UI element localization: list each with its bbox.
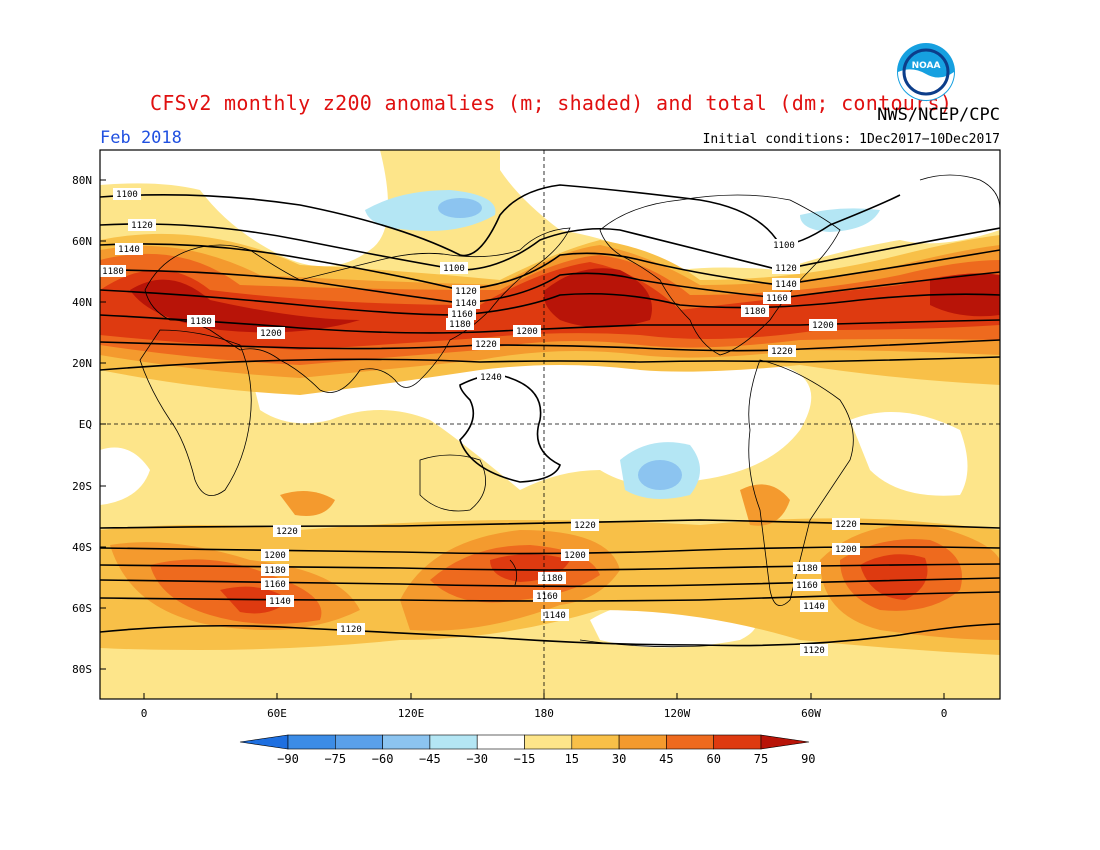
forecast-month: Feb 2018 (100, 128, 182, 148)
svg-text:0: 0 (141, 707, 148, 720)
svg-text:1140: 1140 (775, 280, 797, 290)
svg-text:1220: 1220 (771, 347, 793, 357)
svg-text:1180: 1180 (264, 566, 286, 576)
colorbar-tick-label: 90 (801, 752, 815, 766)
svg-text:1240: 1240 (480, 373, 502, 383)
noaa-logo: NOAA (897, 43, 955, 101)
svg-text:40S: 40S (72, 541, 92, 554)
svg-text:1200: 1200 (812, 321, 834, 331)
svg-text:1200: 1200 (564, 551, 586, 561)
svg-text:120W: 120W (664, 707, 691, 720)
colorbar-tick-label: 30 (612, 752, 626, 766)
svg-text:1140: 1140 (544, 611, 566, 621)
lon-axis: 0 60E 120E 180 120W 60W 0 (141, 693, 948, 720)
svg-text:1180: 1180 (541, 574, 563, 584)
svg-text:20S: 20S (72, 480, 92, 493)
svg-text:60S: 60S (72, 602, 92, 615)
svg-text:60W: 60W (801, 707, 821, 720)
svg-text:20N: 20N (72, 357, 92, 370)
colorbar-swatch (713, 734, 762, 750)
agency-label: NWS/NCEP/CPC (877, 105, 1000, 125)
initial-conditions: Initial conditions: 1Dec2017−10Dec2017 (702, 132, 1000, 147)
svg-text:1120: 1120 (775, 264, 797, 274)
colorbar-tick-label: 15 (565, 752, 579, 766)
svg-text:180: 180 (534, 707, 554, 720)
svg-text:1160: 1160 (264, 580, 286, 590)
colorbar-tick-label: 60 (706, 752, 720, 766)
colorbar-tick-label: 45 (659, 752, 673, 766)
svg-text:1160: 1160 (796, 581, 818, 591)
svg-text:1160: 1160 (536, 592, 558, 602)
svg-text:80S: 80S (72, 663, 92, 676)
colorbar-swatch (618, 734, 667, 750)
colorbar-arrow-left (239, 734, 289, 750)
svg-text:1220: 1220 (835, 520, 857, 530)
colorbar-tick-label: −90 (277, 752, 299, 766)
svg-text:EQ: EQ (79, 418, 92, 431)
svg-text:1220: 1220 (574, 521, 596, 531)
colorbar-swatch (429, 734, 478, 750)
svg-text:80N: 80N (72, 174, 92, 187)
svg-text:1120: 1120 (803, 646, 825, 656)
svg-text:1220: 1220 (475, 340, 497, 350)
svg-text:NOAA: NOAA (912, 61, 941, 71)
svg-text:1160: 1160 (451, 310, 473, 320)
lat-axis: 80N 60N 40N 20N EQ 20S 40S 60S 80S (72, 174, 106, 676)
svg-text:60E: 60E (267, 707, 287, 720)
svg-text:1140: 1140 (269, 597, 291, 607)
colorbar-arrow-right (760, 734, 810, 750)
chart-title: CFSv2 monthly z200 anomalies (m; shaded)… (150, 91, 953, 115)
svg-text:1100: 1100 (443, 264, 465, 274)
svg-text:0: 0 (941, 707, 948, 720)
svg-text:1120: 1120 (455, 287, 477, 297)
colorbar-tick-label: 75 (754, 752, 768, 766)
svg-text:1180: 1180 (190, 317, 212, 327)
svg-text:1200: 1200 (260, 329, 282, 339)
svg-text:120E: 120E (398, 707, 425, 720)
svg-text:1100: 1100 (116, 190, 138, 200)
svg-text:1200: 1200 (516, 327, 538, 337)
colorbar-swatch (476, 734, 525, 750)
svg-text:1120: 1120 (340, 625, 362, 635)
svg-text:1180: 1180 (796, 564, 818, 574)
colorbar-swatch (334, 734, 383, 750)
svg-text:1200: 1200 (835, 545, 857, 555)
svg-text:40N: 40N (72, 296, 92, 309)
colorbar-tick-label: −75 (324, 752, 346, 766)
svg-text:1180: 1180 (744, 307, 766, 317)
colorbar-swatch (524, 734, 573, 750)
svg-text:1200: 1200 (264, 551, 286, 561)
svg-text:1100: 1100 (773, 241, 795, 251)
svg-text:1180: 1180 (449, 320, 471, 330)
colorbar-swatch (666, 734, 715, 750)
svg-text:1220: 1220 (276, 527, 298, 537)
svg-text:1140: 1140 (803, 602, 825, 612)
svg-text:1180: 1180 (102, 267, 124, 277)
svg-text:1160: 1160 (766, 294, 788, 304)
colorbar-tick-label: −15 (514, 752, 536, 766)
contour-labels: 1100 1120 1140 1180 1180 1200 1100 1120 … (100, 188, 860, 656)
colorbar: −90 −75 −60 −45 −30 −15 15 30 45 60 75 90 (239, 734, 816, 766)
svg-text:1120: 1120 (131, 221, 153, 231)
colorbar-tick-label: −30 (466, 752, 488, 766)
svg-text:60N: 60N (72, 235, 92, 248)
colorbar-tick-label: −60 (372, 752, 394, 766)
colorbar-swatch (571, 734, 620, 750)
colorbar-tick-label: −45 (419, 752, 441, 766)
colorbar-swatch (382, 734, 431, 750)
svg-text:1140: 1140 (118, 245, 140, 255)
colorbar-swatch (287, 734, 336, 750)
svg-text:1140: 1140 (455, 299, 477, 309)
